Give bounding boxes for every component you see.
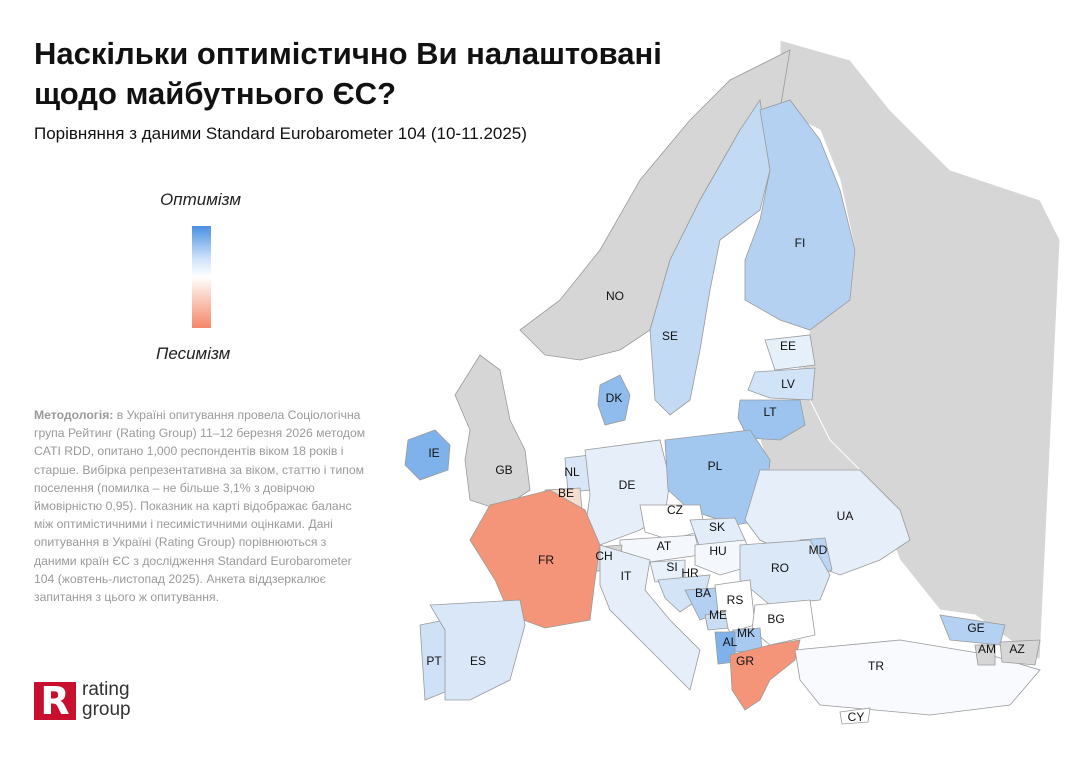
country-label-CH: CH — [595, 549, 612, 563]
country-label-EE: EE — [780, 339, 796, 353]
methodology-note: Методологія: в Україні опитування провел… — [34, 406, 370, 606]
logo-mark: R — [34, 682, 76, 720]
country-label-MK: MK — [737, 626, 755, 640]
country-IT — [599, 544, 701, 691]
country-label-RO: RO — [771, 561, 789, 575]
country-GR — [729, 639, 801, 711]
country-label-FI: FI — [795, 236, 806, 250]
country-label-DE: DE — [619, 478, 636, 492]
country-label-BE: BE — [558, 486, 574, 500]
country-label-CY: CY — [848, 710, 865, 724]
country-label-AT: AT — [657, 539, 672, 553]
country-label-BA: BA — [695, 586, 711, 600]
country-label-AM: AM — [978, 642, 996, 656]
legend-optimism-label: Оптимізм — [160, 190, 241, 209]
country-label-TR: TR — [868, 659, 884, 673]
country-CZ — [639, 504, 706, 541]
map-title: Наскільки оптимістично Ви налаштовані що… — [34, 36, 662, 111]
country-BG — [751, 599, 816, 646]
country-LV — [747, 367, 816, 401]
country-label-HR: HR — [681, 566, 699, 580]
country-label-PT: PT — [426, 654, 442, 668]
logo-text-rating: rating — [82, 679, 130, 700]
country-SE — [649, 98, 771, 416]
country-label-IE: IE — [428, 446, 439, 460]
country-IE — [404, 429, 451, 481]
map-subtitle: Порівняння з даними Standard Eurobaromet… — [34, 124, 527, 143]
country-label-GE: GE — [967, 621, 984, 635]
country-label-NL: NL — [564, 465, 580, 479]
country-FI — [744, 99, 856, 331]
methodology-text: в Україні опитування провела Соціологічн… — [34, 408, 366, 605]
country-label-IT: IT — [621, 569, 632, 583]
country-ME — [704, 611, 729, 631]
country-label-PL: PL — [708, 459, 723, 473]
legend-pessimism-label: Песимізм — [156, 344, 231, 363]
country-label-NO: NO — [606, 289, 624, 303]
country-FR — [469, 489, 601, 629]
country-label-LV: LV — [781, 377, 795, 391]
country-DK — [597, 374, 631, 426]
country-AM — [974, 644, 996, 666]
country-label-ES: ES — [470, 654, 486, 668]
country-label-DK: DK — [606, 391, 623, 405]
logo-text-group: group — [82, 699, 131, 720]
country-LT — [737, 399, 806, 441]
country-label-LT: LT — [763, 405, 777, 419]
legend-color-scale — [192, 226, 211, 328]
methodology-heading: Методологія: — [34, 408, 114, 422]
country-EE — [764, 334, 816, 371]
country-label-BG: BG — [767, 612, 784, 626]
country-label-GR: GR — [736, 654, 754, 668]
country-label-AL: AL — [723, 635, 738, 649]
country-CY — [839, 707, 871, 725]
country-label-SI: SI — [666, 560, 677, 574]
country-label-SK: SK — [709, 520, 725, 534]
country-label-CZ: CZ — [667, 503, 683, 517]
country-label-MD: MD — [809, 543, 828, 557]
country-label-HU: HU — [709, 544, 726, 558]
country-label-FR: FR — [538, 553, 554, 567]
rating-group-logo: R rating group — [34, 680, 154, 722]
country-label-ME: ME — [709, 608, 727, 622]
country-label-RS: RS — [727, 593, 744, 607]
country-label-GB: GB — [495, 463, 512, 477]
country-label-AZ: AZ — [1009, 642, 1024, 656]
country-RO — [739, 539, 831, 606]
country-label-UA: UA — [837, 509, 854, 523]
country-GB — [454, 354, 531, 511]
country-ES — [429, 599, 526, 701]
country-label-SE: SE — [662, 329, 678, 343]
country-AZ — [999, 639, 1041, 666]
